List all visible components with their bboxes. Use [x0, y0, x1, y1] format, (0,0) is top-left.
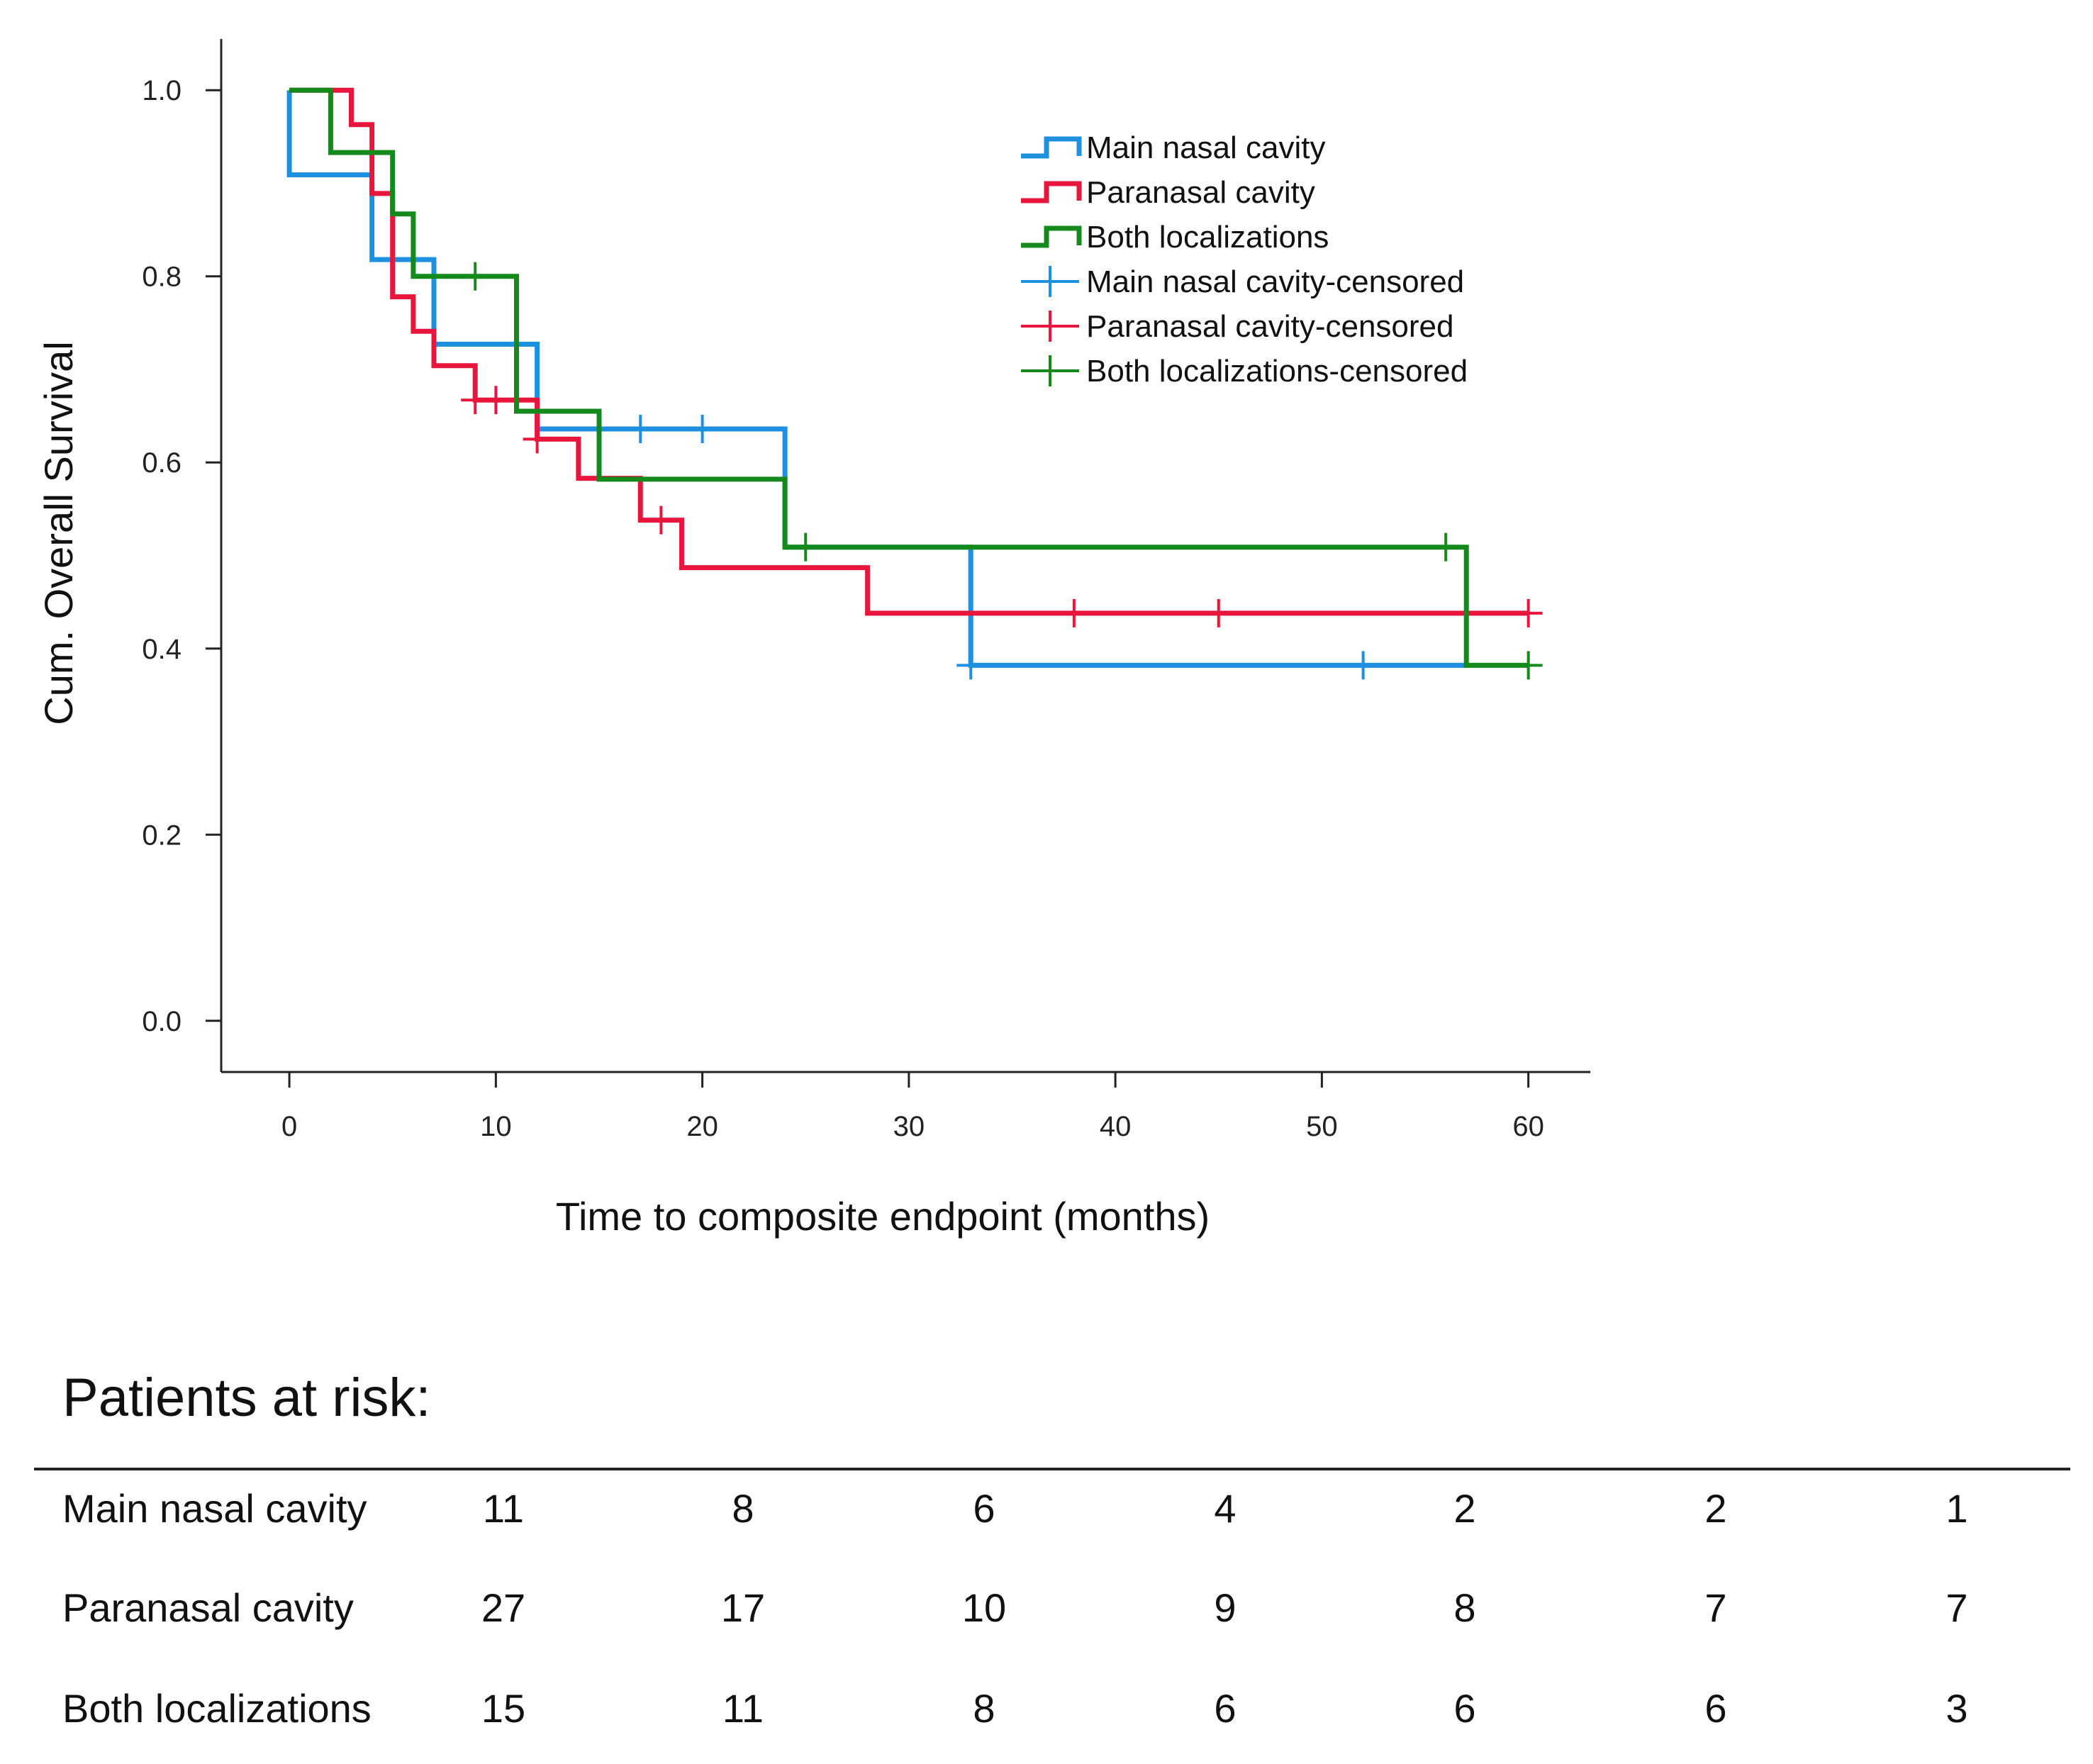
risk-row-label: Main nasal cavity	[62, 1486, 367, 1531]
x-tick-label: 30	[893, 1111, 925, 1142]
risk-cell: 8	[732, 1486, 754, 1531]
risk-cell: 11	[482, 1486, 525, 1531]
legend-cross-swatch	[1021, 355, 1079, 386]
risk-cell: 6	[1214, 1686, 1237, 1731]
censor-mark-paranasal-cavity	[647, 506, 676, 535]
risk-table-divider	[34, 1468, 2070, 1470]
risk-cell: 8	[1453, 1585, 1476, 1630]
legend: Main nasal cavity Paranasal cavity Both lo…	[1021, 130, 1468, 389]
x-tick-label: 50	[1306, 1111, 1338, 1142]
legend-cross-swatch	[1021, 266, 1079, 297]
censor-mark-paranasal-cavity	[1059, 598, 1088, 627]
censor-mark-main-nasal-cavity	[1349, 651, 1378, 680]
risk-cell: 7	[1704, 1585, 1727, 1630]
risk-cell: 6	[973, 1486, 995, 1531]
legend-label: Both localizations	[1086, 220, 1329, 255]
risk-table-title: Patients at risk:	[62, 1368, 431, 1428]
risk-cell: 17	[720, 1585, 766, 1630]
censor-mark-both-localizations	[461, 262, 490, 291]
censor-mark-paranasal-cavity	[523, 425, 552, 454]
y-tick-label: 0.4	[142, 634, 182, 665]
x-tick-label: 0	[281, 1111, 297, 1142]
legend-label: Main nasal cavity	[1086, 130, 1325, 165]
censor-mark-both-localizations	[791, 532, 820, 562]
censor-mark-main-nasal-cavity	[688, 414, 717, 443]
survival-chart: 0.0 0.2 0.4 0.6 0.8 1.0 0 10 20 30 40 50 60 Main nas…	[36, 39, 1590, 1239]
x-axis-title: Time to composite endpoint (months)	[556, 1194, 1210, 1239]
legend-step-swatch	[1021, 136, 1082, 159]
censor-mark-paranasal-cavity	[1514, 598, 1543, 627]
legend-step-swatch	[1021, 181, 1082, 203]
y-tick-label: 0.6	[142, 447, 182, 479]
censor-mark-both-localizations	[1514, 651, 1543, 680]
legend-label: Both localizations-censored	[1086, 354, 1468, 389]
risk-cell: 2	[1453, 1486, 1476, 1531]
risk-cell: 3	[1946, 1686, 1968, 1731]
y-tick-label: 0.2	[142, 820, 182, 851]
censor-mark-main-nasal-cavity	[956, 651, 986, 680]
y-tick-label: 0.8	[142, 262, 182, 293]
legend-step-swatch	[1021, 225, 1082, 248]
legend-label: Paranasal cavity	[1086, 175, 1315, 210]
legend-label: Paranasal cavity-censored	[1086, 309, 1453, 344]
risk-cell: 2	[1704, 1486, 1727, 1531]
series-line-paranasal-cavity	[289, 87, 1529, 616]
risk-row-main-nasal: Main nasal cavity 11 8 6 4 2 2 1	[0, 1485, 2093, 1556]
y-tick-label: 1.0	[142, 75, 182, 106]
risk-cell: 11	[722, 1686, 764, 1731]
censor-mark-main-nasal-cavity	[626, 414, 655, 443]
censor-mark-paranasal-cavity	[481, 386, 510, 415]
risk-cell: 8	[973, 1686, 995, 1731]
risk-cell: 15	[481, 1686, 526, 1731]
series-line-both-localizations	[289, 87, 1529, 668]
x-tick-label: 20	[686, 1111, 718, 1142]
risk-cell: 4	[1214, 1486, 1237, 1531]
risk-cell: 9	[1214, 1585, 1237, 1630]
risk-cell: 7	[1946, 1585, 1968, 1630]
legend-cross-swatch	[1021, 311, 1079, 342]
risk-row-label: Both localizations	[62, 1686, 372, 1731]
risk-row-both: Both localizations 15 11 8 6 6 6 3	[0, 1685, 2093, 1756]
series-layer	[286, 87, 1543, 680]
x-tick-label: 40	[1100, 1111, 1132, 1142]
y-tick-label: 0.0	[142, 1006, 182, 1037]
risk-row-paranasal: Paranasal cavity 27 17 10 9 8 7 7	[0, 1585, 2093, 1656]
risk-cell: 10	[961, 1585, 1007, 1630]
risk-row-label: Paranasal cavity	[62, 1585, 354, 1630]
risk-cell: 1	[1946, 1486, 1968, 1531]
risk-cell: 6	[1704, 1686, 1727, 1731]
risk-table: Patients at risk: Main nasal cavity 11 8 6…	[0, 1361, 2093, 1764]
y-axis-title: Cum. Overall Survival	[36, 341, 81, 725]
axes: 0.0 0.2 0.4 0.6 0.8 1.0 0 10 20 30 40 50 60	[142, 39, 1590, 1142]
censor-mark-both-localizations	[1431, 532, 1461, 562]
risk-cell: 6	[1453, 1686, 1476, 1731]
x-tick-label: 10	[480, 1111, 512, 1142]
risk-cell: 27	[481, 1585, 526, 1630]
legend-label: Main nasal cavity-censored	[1086, 264, 1464, 299]
censor-mark-paranasal-cavity	[1204, 598, 1233, 627]
x-tick-label: 60	[1512, 1111, 1544, 1142]
